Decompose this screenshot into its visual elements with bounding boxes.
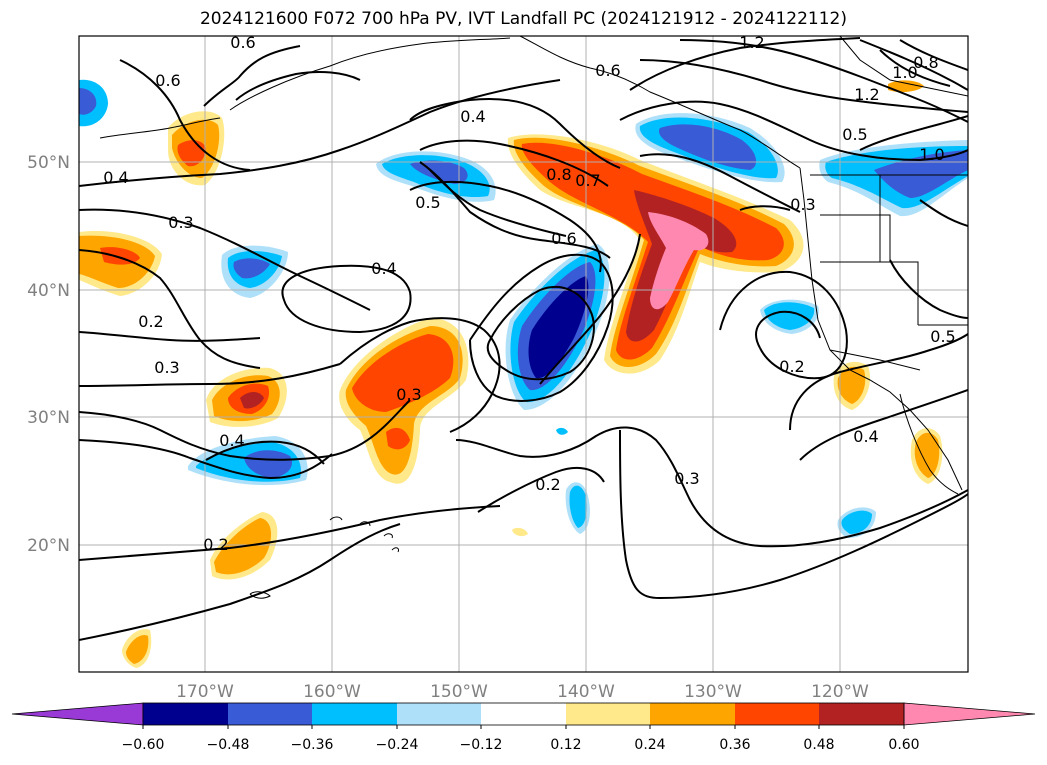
contour-label: 0.5 — [930, 327, 955, 346]
lat-label-20n: 20°N — [27, 536, 70, 556]
contour-label: 0.3 — [790, 195, 815, 214]
contour-labels: 0.6 0.6 0.4 0.3 0.2 0.3 0.4 0.4 0.5 0.8 … — [103, 33, 955, 554]
contour-label: 0.8 — [913, 53, 938, 72]
contour-label: 0.3 — [168, 213, 193, 232]
lon-label-150w: 150°W — [430, 682, 488, 702]
colorbar-tick-label: −0.48 — [207, 737, 250, 753]
contour-label: 1.0 — [919, 145, 944, 164]
colorbar-tick-label: 0.48 — [803, 737, 834, 753]
colorbar-tick-label: −0.36 — [291, 737, 334, 753]
contour-label: 0.5 — [415, 193, 440, 212]
contour-label: 0.6 — [595, 61, 620, 80]
colorbar-extend-high — [903, 702, 1036, 726]
lon-label-160w: 160°W — [303, 682, 361, 702]
colorbar-bin — [650, 703, 735, 725]
colorbar-bin — [312, 703, 397, 725]
colorbar-extend-low — [11, 702, 144, 726]
contour-label: 1.2 — [854, 85, 879, 104]
lon-label-130w: 130°W — [684, 682, 742, 702]
contour-label: 0.7 — [575, 171, 600, 190]
latitude-labels: 50°N 40°N 30°N 20°N — [27, 153, 70, 556]
contour-label: 0.8 — [546, 165, 571, 184]
colorbar-bin — [397, 703, 481, 725]
lat-label-40n: 40°N — [27, 281, 70, 301]
contour-label: 0.5 — [842, 125, 867, 144]
pv-contours — [79, 37, 968, 641]
coastlines — [99, 36, 968, 599]
contour-label: 1.2 — [739, 33, 764, 52]
lon-label-170w: 170°W — [176, 682, 234, 702]
pv-shading — [79, 79, 968, 668]
colorbar-tick-label: −0.60 — [122, 737, 165, 753]
contour-label: 0.2 — [535, 475, 560, 494]
colorbar-bin — [735, 703, 819, 725]
colorbar-tick-label: −0.12 — [460, 737, 503, 753]
colorbar-tick-label: −0.24 — [376, 737, 419, 753]
lat-label-30n: 30°N — [27, 408, 70, 428]
graticule — [79, 36, 968, 672]
contour-label: 0.2 — [203, 535, 228, 554]
contour-label: 0.2 — [779, 357, 804, 376]
contour-label: 0.6 — [155, 71, 180, 90]
colorbar-tick-label: 0.24 — [634, 737, 665, 753]
colorbar-bin — [228, 703, 312, 725]
contour-label: 0.3 — [396, 385, 421, 404]
lat-label-50n: 50°N — [27, 153, 70, 173]
colorbar-tick-label: 0.60 — [888, 737, 919, 753]
contour-label: 0.4 — [103, 168, 128, 187]
contour-label: 0.4 — [219, 431, 244, 450]
colorbar-tick-label: 0.12 — [550, 737, 581, 753]
colorbar-bin — [819, 703, 904, 725]
colorbar-bin — [143, 703, 228, 725]
contour-label: 0.3 — [674, 469, 699, 488]
longitude-labels: 170°W 160°W 150°W 140°W 130°W 120°W — [176, 682, 869, 702]
contour-label: 0.2 — [138, 312, 163, 331]
colorbar-bin — [566, 703, 650, 725]
colorbar-bin — [481, 703, 566, 725]
contour-label: 0.6 — [551, 229, 576, 248]
contour-label: 0.6 — [230, 33, 255, 52]
colorbar-tick-label: 0.36 — [719, 737, 750, 753]
lon-label-140w: 140°W — [557, 682, 615, 702]
contour-label: 0.3 — [154, 358, 179, 377]
contour-label: 0.4 — [371, 259, 396, 278]
map-title: 2024121600 F072 700 hPa PV, IVT Landfall… — [199, 9, 847, 29]
map-frame — [78, 35, 969, 673]
colorbar: −0.60 −0.48 −0.36 −0.24 −0.12 0.12 0.24 … — [11, 702, 1036, 753]
contour-label: 0.4 — [460, 107, 485, 126]
contour-label: 0.4 — [853, 427, 878, 446]
lon-label-120w: 120°W — [811, 682, 869, 702]
contour-label: 1.0 — [892, 63, 917, 82]
